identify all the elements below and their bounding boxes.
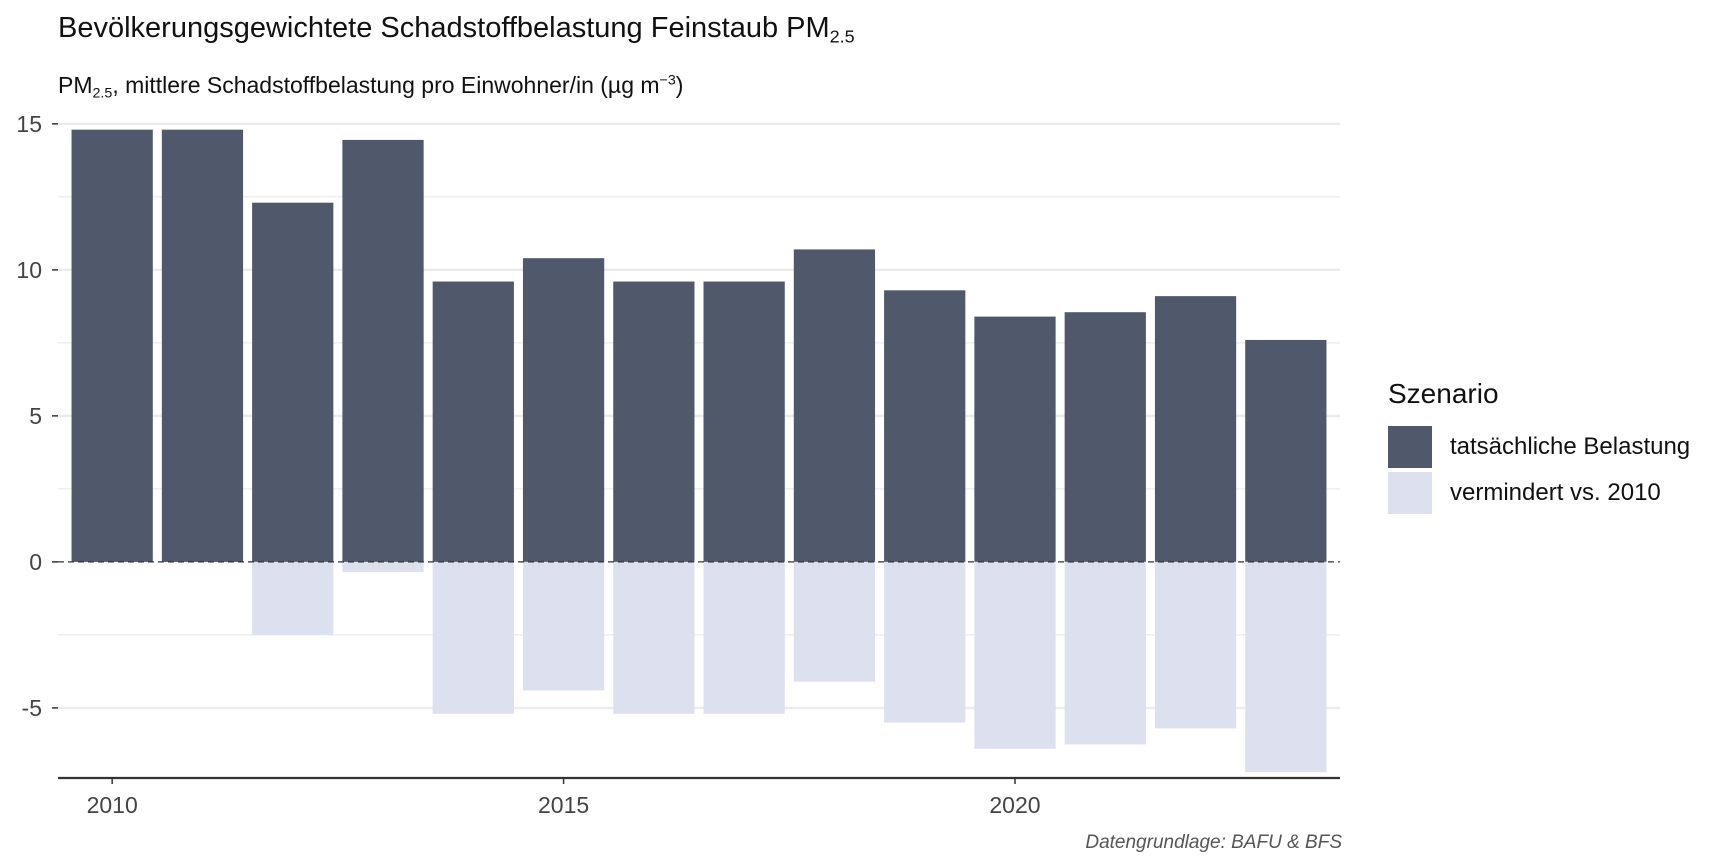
bar-actual-2020	[974, 316, 1056, 562]
bar-actual-2019	[884, 290, 966, 562]
y-tick-label: 0	[29, 549, 42, 575]
bar-reduced-2015	[522, 561, 605, 691]
bar-actual-2018	[793, 249, 876, 562]
bar-actual-2012	[252, 202, 334, 562]
x-tick-label: 2015	[538, 792, 589, 818]
bar-actual-2013	[342, 139, 424, 562]
axes: -5 0 5 10 15 2010 2015 2020	[16, 111, 1340, 818]
bar-actual-2010	[71, 129, 153, 562]
data-source-caption: Datengrundlage: BAFU & BFS	[1085, 832, 1342, 853]
bar-reduced-2018	[793, 561, 876, 682]
bar-reduced-2012	[252, 561, 334, 635]
bar-actual-2022	[1154, 296, 1237, 562]
legend-label-reduced: vermindert vs. 2010	[1450, 479, 1661, 506]
grid-lines	[58, 122, 1340, 710]
bar-actual-2014	[432, 281, 514, 562]
bar-actual-2021	[1064, 312, 1146, 562]
bar-reduced-2019	[884, 561, 966, 723]
x-tick-label: 2010	[87, 792, 138, 818]
bar-reduced-2023	[1245, 561, 1327, 773]
chart-subtitle: PM2.5, mittlere Schadstoffbelastung pro …	[58, 72, 684, 102]
bar-actual-2011	[161, 129, 244, 562]
y-tick-label: 15	[16, 111, 42, 137]
legend-swatch-reduced	[1388, 472, 1432, 514]
y-tick-label: 5	[29, 403, 42, 429]
bar-reduced-2014	[432, 561, 514, 714]
y-tick-label: 10	[16, 257, 42, 283]
legend-label-actual: tatsächliche Belastung	[1450, 433, 1691, 460]
bar-actual-2016	[613, 281, 695, 562]
y-tick-label: -5	[22, 695, 42, 721]
bars	[71, 129, 1327, 773]
bar-actual-2015	[522, 258, 605, 562]
bar-reduced-2013	[342, 561, 424, 573]
bar-reduced-2017	[703, 561, 785, 714]
bar-reduced-2021	[1064, 561, 1146, 745]
x-tick-label: 2020	[989, 792, 1040, 818]
bar-reduced-2020	[974, 561, 1056, 749]
legend: Szenario tatsächliche Belastung verminde…	[1388, 378, 1690, 516]
bar-actual-2017	[703, 281, 785, 562]
bar-reduced-2016	[613, 561, 695, 714]
legend-title: Szenario	[1388, 378, 1499, 409]
bar-actual-2023	[1245, 339, 1327, 562]
legend-item-actual: tatsächliche Belastung	[1388, 424, 1690, 470]
chart-title: Bevölkerungsgewichtete Schadstoffbelastu…	[58, 12, 855, 47]
legend-item-reduced: vermindert vs. 2010	[1388, 470, 1690, 516]
bar-reduced-2022	[1154, 561, 1237, 729]
legend-swatch-actual	[1388, 426, 1432, 468]
